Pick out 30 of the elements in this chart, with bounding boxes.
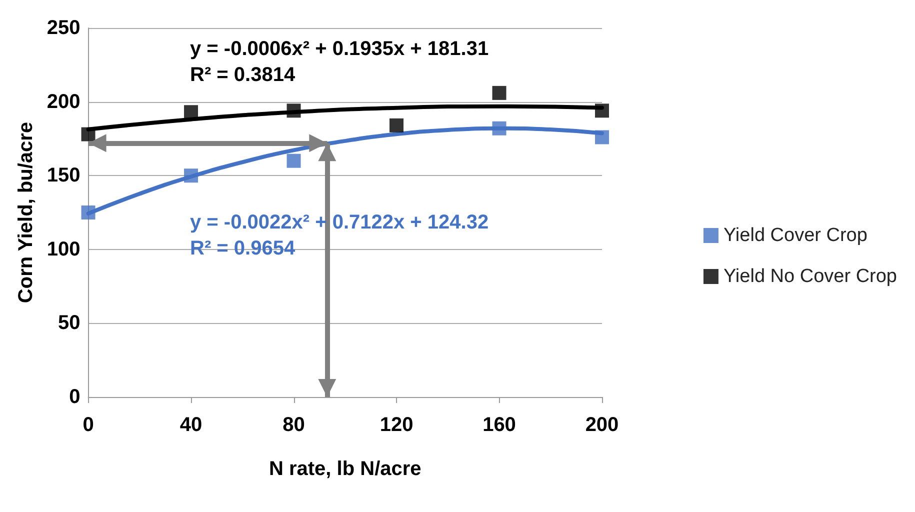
- y-tick-label: 0: [69, 386, 80, 408]
- point: [492, 121, 506, 136]
- x-tick-label: 0: [82, 414, 94, 436]
- y-tick-label: 50: [58, 312, 80, 334]
- x-tick-label: 40: [180, 414, 202, 436]
- point: [595, 104, 609, 118]
- y-tick-label: 150: [46, 164, 80, 187]
- x-tick-label: 160: [482, 414, 516, 436]
- point: [492, 86, 506, 100]
- point: [286, 104, 301, 118]
- y-tick-label: 100: [46, 238, 80, 260]
- y-tick-label: 250: [46, 17, 80, 39]
- annotation: R² = 0.9654: [190, 237, 296, 260]
- annotation: y = -0.0006x² + 0.1935x + 181.31: [190, 38, 489, 60]
- point: [81, 206, 96, 220]
- y-axis-title: Corn Yield, bu/acre: [15, 122, 37, 304]
- annotation: R² = 0.3814: [190, 64, 296, 86]
- y-tick-label: 200: [46, 90, 80, 113]
- point: [595, 130, 609, 144]
- point: [390, 118, 404, 132]
- point: [81, 127, 96, 142]
- point: [286, 154, 301, 168]
- x-axis-title: N rate, lb N/acre: [268, 458, 422, 480]
- point: [184, 168, 198, 183]
- x-tick-label: 200: [585, 414, 619, 436]
- x-tick-label: 80: [282, 414, 305, 436]
- point: [184, 105, 198, 120]
- x-tick-label: 120: [380, 414, 414, 436]
- legend-label: Yield No Cover Crop: [723, 266, 898, 287]
- legend-label: Yield Cover Crop: [723, 225, 868, 246]
